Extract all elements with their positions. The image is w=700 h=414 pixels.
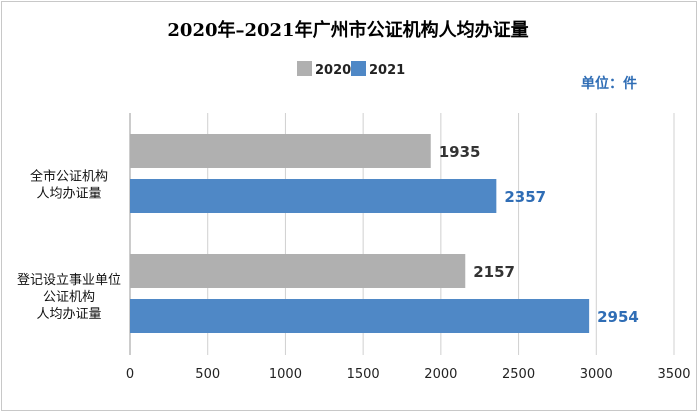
legend-swatch: [351, 61, 366, 76]
legend-swatch: [297, 61, 312, 76]
category-label: 人均办证量: [36, 307, 101, 322]
x-tick-label: 3500: [657, 367, 690, 382]
data-label: 2157: [473, 263, 515, 281]
bars: 1935 2357 2157 2954: [130, 134, 639, 333]
bar-2021-1: [130, 299, 590, 333]
legend-label: 2021: [369, 63, 405, 78]
legend: 2020 2021: [297, 61, 405, 78]
category-label: 登记设立事业单位: [17, 273, 121, 288]
chart-title: 2020年–2021年广州市公证机构人均办证量: [167, 19, 528, 41]
x-tick-label: 2500: [502, 367, 535, 382]
category-label: 全市公证机构: [30, 169, 108, 185]
x-tick-label: 3000: [580, 367, 613, 382]
category-label: 人均办证量: [36, 187, 101, 202]
data-label: 2357: [504, 188, 546, 206]
bar-2020-1: [130, 254, 466, 288]
x-axis-ticks: 0 500 1000 1500 2000 2500 3000 3500: [126, 367, 691, 382]
legend-label: 2020: [315, 63, 351, 78]
x-tick-label: 2000: [424, 367, 457, 382]
x-tick-label: 1000: [269, 367, 302, 382]
x-tick-label: 500: [195, 367, 220, 382]
x-tick-label: 0: [126, 367, 134, 382]
category-label: 公证机构: [43, 290, 95, 305]
bar-2021-0: [130, 179, 497, 213]
x-tick-label: 1500: [347, 367, 380, 382]
bar-2020-0: [130, 134, 431, 168]
data-label: 2954: [597, 308, 639, 326]
unit-label: 单位：件: [581, 75, 637, 92]
data-label: 1935: [439, 143, 481, 161]
